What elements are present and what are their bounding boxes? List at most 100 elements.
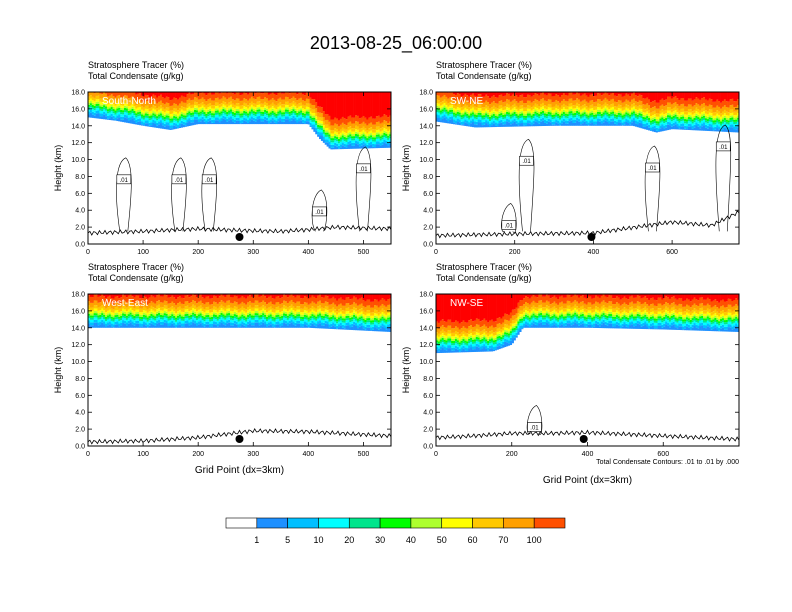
tracer-band <box>699 128 702 131</box>
tracer-band <box>201 112 204 115</box>
tracer-band <box>222 101 225 105</box>
y-tick-label: 16.0 <box>419 106 433 113</box>
tracer-band <box>93 308 96 311</box>
tracer-band <box>347 116 350 123</box>
tracer-band <box>258 322 261 326</box>
tracer-band <box>190 314 193 317</box>
tracer-band <box>621 113 624 116</box>
tracer-band <box>292 107 295 110</box>
tracer-band <box>336 129 339 133</box>
tracer-band <box>720 116 723 120</box>
tracer-band <box>163 112 166 115</box>
tracer-band <box>672 97 675 104</box>
tracer-band <box>587 113 590 116</box>
tracer-band <box>345 129 348 134</box>
tracer-band <box>218 306 221 311</box>
tracer-band <box>256 317 259 320</box>
tracer-band <box>631 114 634 117</box>
tracer-band <box>632 111 636 114</box>
tracer-band <box>286 315 290 318</box>
tracer-band <box>211 321 214 324</box>
tracer-band <box>220 300 223 305</box>
tracer-band <box>114 117 117 121</box>
tracer-band <box>159 94 163 101</box>
tracer-band <box>228 108 231 111</box>
tracer-band <box>194 313 197 316</box>
tracer-band <box>301 314 305 317</box>
tracer-band <box>576 98 579 103</box>
tracer-band <box>226 317 229 321</box>
tracer-band <box>598 92 602 94</box>
tracer-band <box>317 129 320 132</box>
tracer-band <box>638 119 641 123</box>
tracer-band <box>436 99 439 104</box>
tracer-band <box>256 113 259 117</box>
tracer-band <box>598 107 602 110</box>
tracer-band <box>589 105 592 109</box>
tracer-band <box>532 116 535 119</box>
tracer-band <box>670 119 674 122</box>
tracer-band <box>163 108 166 113</box>
tracer-band <box>725 111 728 116</box>
tracer-band <box>383 124 386 129</box>
tracer-band <box>464 110 467 113</box>
tracer-band <box>330 92 333 120</box>
tracer-band <box>570 108 573 112</box>
tracer-band <box>226 107 229 110</box>
tracer-band <box>290 115 293 118</box>
tracer-band <box>305 111 308 114</box>
tracer-band <box>560 117 564 121</box>
tracer-band <box>534 115 537 119</box>
tracer-band <box>678 122 681 126</box>
tracer-band <box>271 320 274 324</box>
tracer-band <box>536 100 539 105</box>
tracer-band <box>341 137 344 140</box>
tracer-band <box>534 92 537 94</box>
tracer-band <box>334 134 337 137</box>
tracer-band <box>330 140 333 143</box>
tracer-band <box>258 317 261 320</box>
tracer-band <box>481 115 484 118</box>
tracer-band <box>248 92 252 99</box>
tracer-band <box>458 119 461 123</box>
tracer-band <box>114 102 117 106</box>
tracer-band <box>315 298 318 304</box>
tracer-band <box>220 312 223 315</box>
tracer-band <box>507 93 511 100</box>
tracer-band <box>737 117 739 120</box>
tracer-band <box>254 315 257 318</box>
tracer-band <box>91 102 94 105</box>
tracer-band <box>123 95 127 100</box>
tracer-band <box>439 117 442 121</box>
tracer-band <box>235 296 238 303</box>
tracer-band <box>99 106 102 109</box>
tracer-band <box>99 302 102 307</box>
tracer-band <box>103 109 106 112</box>
tracer-band <box>636 121 639 125</box>
tracer-band <box>165 102 168 108</box>
tracer-band <box>188 303 191 308</box>
tracer-band <box>226 320 229 324</box>
tracer-band <box>303 92 307 96</box>
tracer-band <box>129 102 132 106</box>
condensate-contour <box>355 146 372 232</box>
tracer-band <box>587 92 590 97</box>
tracer-band <box>704 120 708 123</box>
tracer-band <box>372 124 375 130</box>
tracer-band <box>631 116 634 120</box>
tracer-band <box>674 116 677 119</box>
tracer-band <box>593 121 596 125</box>
tracer-band <box>220 317 223 320</box>
tracer-band <box>496 103 499 109</box>
tracer-band <box>339 124 343 130</box>
tracer-band <box>190 117 193 120</box>
tracer-band <box>619 92 622 95</box>
tracer-band <box>275 95 278 102</box>
tracer-band <box>612 98 615 104</box>
tracer-band <box>194 114 197 117</box>
tracer-band <box>714 124 717 127</box>
tracer-band <box>209 117 212 121</box>
tracer-band <box>209 106 212 109</box>
tracer-band <box>298 92 301 99</box>
tracer-band <box>657 102 660 109</box>
